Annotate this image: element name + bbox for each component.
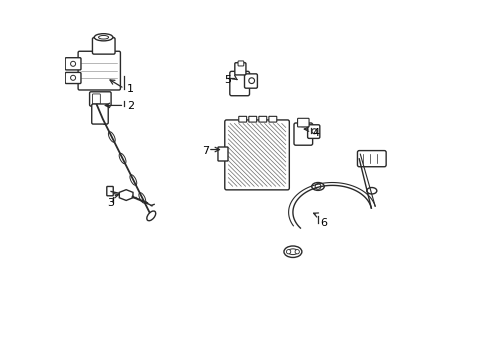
Circle shape bbox=[311, 129, 316, 134]
FancyBboxPatch shape bbox=[106, 186, 113, 196]
Ellipse shape bbox=[297, 122, 308, 127]
Circle shape bbox=[248, 78, 254, 84]
FancyBboxPatch shape bbox=[244, 74, 257, 88]
FancyBboxPatch shape bbox=[92, 94, 100, 104]
FancyBboxPatch shape bbox=[238, 61, 244, 66]
Text: 3: 3 bbox=[107, 198, 114, 208]
Ellipse shape bbox=[99, 36, 108, 39]
Circle shape bbox=[314, 184, 320, 189]
Circle shape bbox=[294, 249, 299, 254]
FancyBboxPatch shape bbox=[78, 51, 120, 90]
Ellipse shape bbox=[287, 249, 297, 255]
Text: 1: 1 bbox=[126, 84, 134, 94]
Text: 7: 7 bbox=[202, 146, 209, 156]
Circle shape bbox=[70, 75, 76, 80]
FancyBboxPatch shape bbox=[307, 125, 319, 138]
FancyBboxPatch shape bbox=[92, 38, 115, 54]
Ellipse shape bbox=[366, 188, 376, 194]
FancyBboxPatch shape bbox=[238, 116, 246, 122]
FancyBboxPatch shape bbox=[258, 116, 266, 122]
FancyBboxPatch shape bbox=[293, 123, 312, 145]
FancyBboxPatch shape bbox=[92, 104, 108, 124]
Ellipse shape bbox=[108, 132, 115, 142]
Ellipse shape bbox=[284, 246, 301, 257]
Ellipse shape bbox=[100, 114, 106, 125]
FancyBboxPatch shape bbox=[268, 116, 276, 122]
Ellipse shape bbox=[146, 211, 155, 221]
FancyBboxPatch shape bbox=[248, 116, 256, 122]
FancyBboxPatch shape bbox=[65, 58, 81, 70]
FancyBboxPatch shape bbox=[229, 71, 249, 96]
Ellipse shape bbox=[311, 183, 324, 190]
Circle shape bbox=[286, 249, 290, 254]
FancyBboxPatch shape bbox=[224, 120, 289, 190]
Ellipse shape bbox=[139, 193, 145, 203]
FancyBboxPatch shape bbox=[234, 63, 245, 75]
Ellipse shape bbox=[130, 175, 137, 185]
FancyBboxPatch shape bbox=[218, 147, 227, 161]
Circle shape bbox=[70, 61, 76, 66]
Text: 4: 4 bbox=[312, 129, 319, 138]
Text: 5: 5 bbox=[223, 75, 230, 85]
FancyBboxPatch shape bbox=[357, 150, 386, 167]
FancyBboxPatch shape bbox=[65, 72, 81, 84]
Ellipse shape bbox=[119, 153, 126, 164]
Text: 6: 6 bbox=[319, 218, 326, 228]
FancyBboxPatch shape bbox=[89, 92, 111, 106]
FancyBboxPatch shape bbox=[297, 118, 308, 127]
Polygon shape bbox=[119, 190, 133, 201]
Ellipse shape bbox=[94, 34, 113, 41]
Text: 2: 2 bbox=[126, 102, 134, 112]
